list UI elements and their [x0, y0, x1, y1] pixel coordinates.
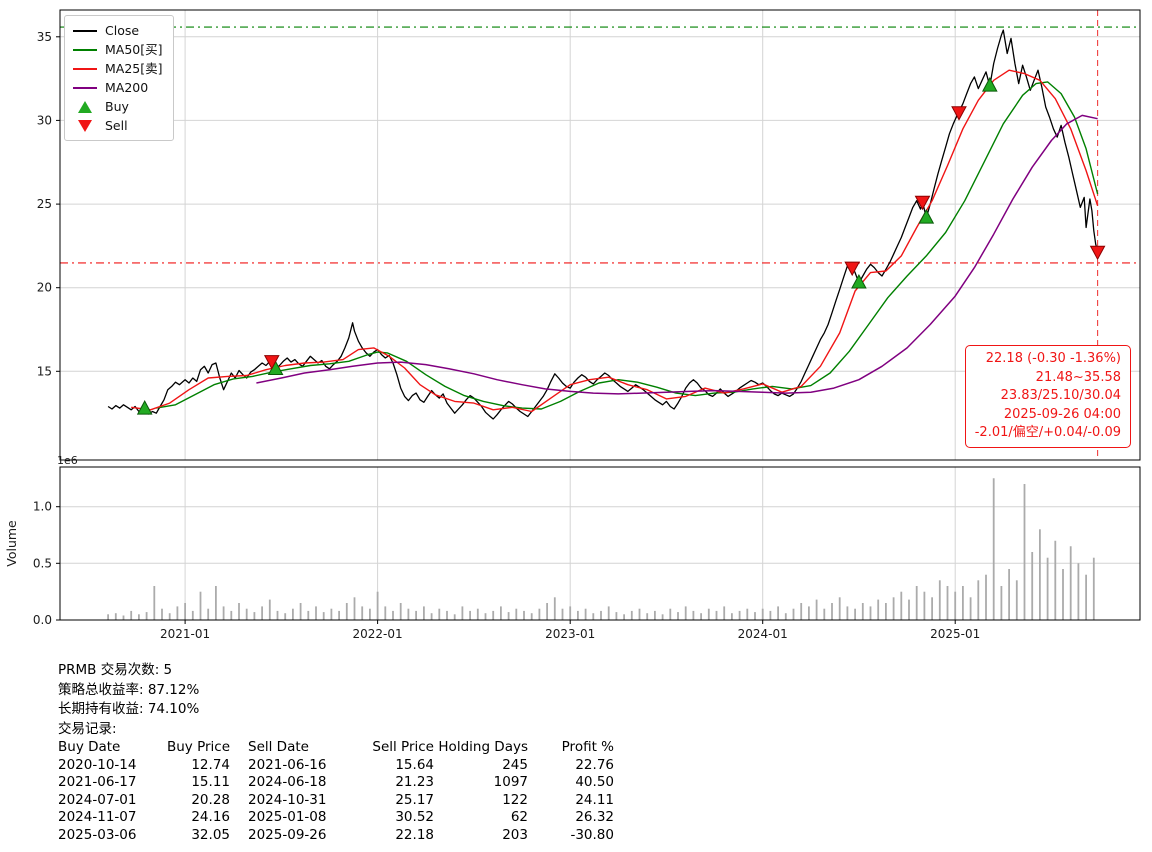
annotation-line: 21.48~35.58 — [1035, 369, 1121, 385]
legend-line-swatch — [73, 67, 99, 70]
trade-cell: 2025-03-06 — [58, 826, 137, 843]
trade-row: 2024-07-01 20.28 2024-10-31 25.17 122 24.11 — [58, 792, 614, 810]
legend-line-swatch — [73, 48, 99, 51]
svg-text:1.0: 1.0 — [33, 500, 52, 514]
trade-cell: 40.50 — [575, 774, 614, 790]
trade-cell: 2024-11-07 — [58, 809, 137, 825]
trade-cell: 2021-06-16 — [248, 756, 327, 773]
svg-text:20: 20 — [37, 281, 52, 295]
trade-cell: 32.05 — [191, 826, 230, 843]
buy-triangle-icon — [73, 100, 99, 113]
annotation-line: 2025-09-26 04:00 — [1003, 406, 1121, 422]
trades-header-cell: Buy Price — [166, 739, 230, 755]
legend-label: Close — [105, 23, 140, 38]
annotation-line: 22.18 (-0.30 -1.36%) — [985, 351, 1121, 366]
trade-cell: 12.74 — [191, 756, 230, 773]
trade-cell: 15.11 — [191, 774, 230, 790]
svg-text:2025-01: 2025-01 — [930, 627, 980, 641]
svg-text:1e6: 1e6 — [57, 454, 78, 467]
svg-text:30: 30 — [37, 113, 52, 127]
trades-header-cell: Sell Price — [372, 739, 434, 755]
legend-item-Sell: Sell — [73, 116, 163, 135]
svg-text:25: 25 — [37, 197, 52, 211]
annotation-line: -2.01/偏空/+0.04/-0.09 — [974, 425, 1121, 440]
svg-text:0.5: 0.5 — [33, 556, 52, 570]
svg-text:Volume: Volume — [4, 520, 19, 567]
trades-table: Buy Date Buy Price Sell Date Sell Price Hold… — [58, 739, 614, 844]
trade-cell: 24.16 — [191, 809, 230, 825]
trades-header-cell: Buy Date — [58, 739, 121, 755]
trade-cell: 203 — [502, 826, 528, 843]
trades-body: 2020-10-14 12.74 2021-06-16 15.64 245 22.76 20… — [58, 757, 614, 845]
svg-text:0.0: 0.0 — [33, 613, 52, 627]
legend-item-MA200: MA200 — [73, 78, 163, 97]
legend-label: Sell — [105, 118, 128, 133]
stats-line-trade-count: PRMB 交易次数: 5 — [58, 662, 173, 678]
trade-cell: 22.18 — [395, 826, 434, 843]
annotation-line: 23.83/25.10/30.04 — [1000, 388, 1121, 403]
legend-item-Close: Close — [73, 21, 163, 40]
trade-row: 2021-06-17 15.11 2024-06-18 21.23 1097 40.50 — [58, 774, 614, 792]
legend-label: MA200 — [105, 80, 149, 95]
trade-row: 2020-10-14 12.74 2021-06-16 15.64 245 22.76 — [58, 757, 614, 775]
stats-line-strategy-return: 策略总收益率: 87.12% — [58, 681, 200, 698]
trade-cell: 20.28 — [191, 791, 230, 808]
annotation-box: 22.18 (-0.30 -1.36%) 21.48~35.58 23.83/25.… — [964, 345, 1131, 448]
stats-block: PRMB 交易次数: 5 策略总收益率: 87.12% 长期持有收益: 74.1… — [58, 661, 614, 844]
trade-cell: 22.76 — [575, 756, 614, 773]
trade-cell: 2025-09-26 — [248, 826, 327, 843]
legend-item-MA25[卖]: MA25[卖] — [73, 59, 163, 78]
trades-header-cell: Profit % — [561, 739, 614, 755]
svg-text:2021-01: 2021-01 — [160, 627, 210, 641]
stats-line-trade-record: 交易记录: — [58, 720, 117, 737]
trade-cell: 2025-01-08 — [248, 809, 327, 825]
trade-cell: 2024-06-18 — [248, 774, 327, 790]
legend-label: MA50[买] — [105, 42, 163, 57]
trade-cell: 62 — [510, 809, 528, 825]
legend-line-swatch — [73, 29, 99, 32]
trade-cell: 2021-06-17 — [58, 774, 137, 790]
trade-cell: 122 — [502, 791, 528, 808]
svg-text:2023-01: 2023-01 — [545, 627, 595, 641]
trade-cell: 1097 — [493, 774, 528, 790]
trade-cell: 245 — [502, 756, 528, 773]
svg-text:2024-01: 2024-01 — [738, 627, 788, 641]
svg-text:2022-01: 2022-01 — [353, 627, 403, 641]
legend-item-Buy: Buy — [73, 97, 163, 116]
trade-cell: 2020-10-14 — [58, 756, 137, 773]
svg-text:15: 15 — [37, 364, 52, 378]
trade-cell: 25.17 — [395, 791, 434, 808]
trade-cell: 26.32 — [575, 809, 614, 825]
svg-text:35: 35 — [37, 30, 52, 44]
trade-row: 2025-03-06 32.05 2025-09-26 22.18 203 -30.80 — [58, 827, 614, 845]
trades-header-cell: Holding Days — [438, 739, 528, 755]
trades-header-row: Buy Date Buy Price Sell Date Sell Price Hold… — [58, 739, 614, 757]
legend-item-MA50[买]: MA50[买] — [73, 40, 163, 59]
trade-cell: 21.23 — [395, 774, 434, 790]
stats-line-hold-return: 长期持有收益: 74.10% — [58, 701, 200, 717]
stock-chart: 15 20 25 30 35 0.0 0.5 1.0 2021-01 2022-01 2023-01… — [4, 9, 1141, 641]
trades-header-cell: Sell Date — [248, 739, 309, 755]
trade-cell: -30.80 — [570, 826, 614, 843]
trade-cell: 2024-10-31 — [248, 791, 327, 808]
trade-cell: 30.52 — [395, 809, 434, 825]
trade-cell: 2024-07-01 — [58, 791, 137, 808]
trade-row: 2024-11-07 24.16 2025-01-08 30.52 62 26.32 — [58, 809, 614, 827]
legend-label: Buy — [105, 99, 129, 114]
legend-line-swatch — [73, 86, 99, 89]
sell-triangle-icon — [73, 119, 99, 132]
trade-cell: 24.11 — [575, 791, 614, 808]
legend: Close MA50[买] MA25[卖] MA200 Buy Sell — [64, 15, 174, 141]
legend-label: MA25[卖] — [105, 61, 163, 76]
trade-cell: 15.64 — [395, 756, 434, 773]
